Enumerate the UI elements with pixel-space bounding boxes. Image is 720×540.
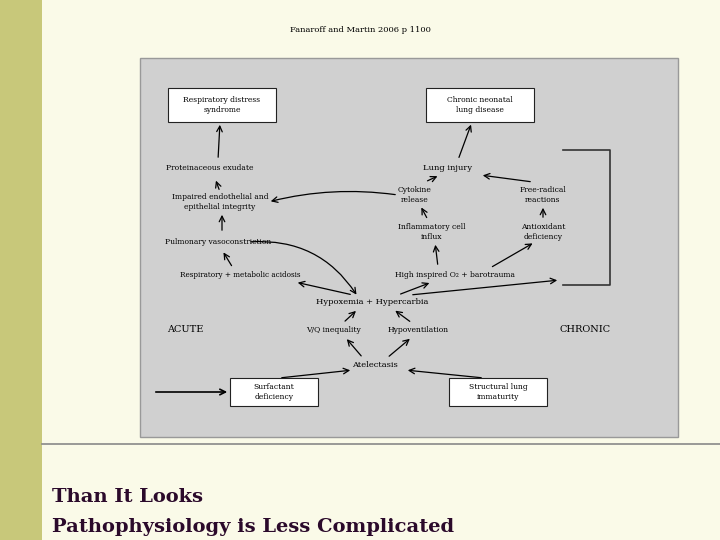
Text: Proteinaceous exudate: Proteinaceous exudate (166, 164, 253, 172)
Bar (426, 88, 534, 122)
Text: Pathophysiology is Less Complicated: Pathophysiology is Less Complicated (52, 518, 454, 536)
Text: High inspired O₂ + barotrauma: High inspired O₂ + barotrauma (395, 271, 515, 279)
Text: Hypoxemia + Hypercarbia: Hypoxemia + Hypercarbia (316, 298, 428, 306)
Text: Respiratory + metabolic acidosis: Respiratory + metabolic acidosis (180, 271, 300, 279)
Text: Atelectasis: Atelectasis (352, 361, 398, 369)
Text: Fanaroff and Martin 2006 p 1100: Fanaroff and Martin 2006 p 1100 (289, 26, 431, 34)
Text: Impaired endothelial and
epithelial integrity: Impaired endothelial and epithelial inte… (171, 193, 269, 211)
Text: Inflammatory cell
influx: Inflammatory cell influx (398, 224, 466, 241)
Text: Structural lung
immaturity: Structural lung immaturity (469, 383, 527, 401)
Text: Than It Looks: Than It Looks (52, 488, 203, 506)
Bar (140, 58, 678, 437)
Bar (449, 378, 547, 406)
Text: Antioxidant
deficiency: Antioxidant deficiency (521, 224, 565, 241)
Bar (168, 88, 276, 122)
Bar (230, 378, 318, 406)
Bar (0, 0, 42, 540)
Text: Respiratory distress
syndrome: Respiratory distress syndrome (184, 97, 261, 113)
Text: ACUTE: ACUTE (167, 326, 203, 334)
Text: V/Q inequality: V/Q inequality (305, 326, 361, 334)
Text: Surfactant
deficiency: Surfactant deficiency (253, 383, 294, 401)
Text: Pulmonary vasoconstriction: Pulmonary vasoconstriction (165, 238, 271, 246)
Text: Hypoventilation: Hypoventilation (387, 326, 449, 334)
Text: Lung injury: Lung injury (423, 164, 472, 172)
Text: Free-radical
reactions: Free-radical reactions (520, 186, 567, 204)
Text: Cytokine
release: Cytokine release (398, 186, 432, 204)
Text: Chronic neonatal
lung disease: Chronic neonatal lung disease (447, 97, 513, 113)
Text: CHRONIC: CHRONIC (559, 326, 611, 334)
